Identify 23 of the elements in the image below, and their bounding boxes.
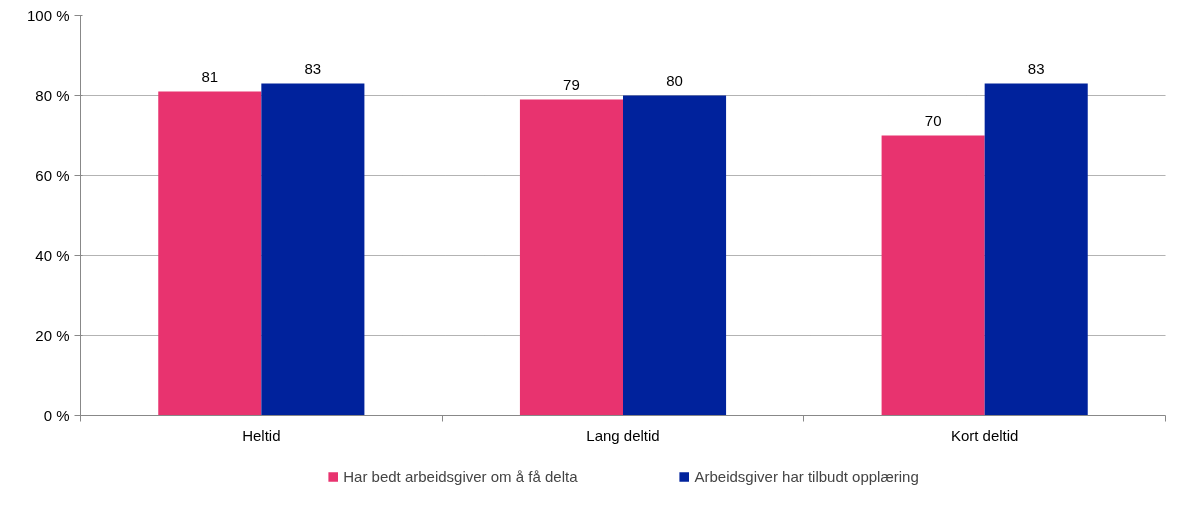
y-tick-label: 100 % — [26, 7, 70, 24]
data-label: 80 — [666, 71, 683, 89]
legend-label: Har bedt arbeidsgiver om å få delta — [343, 467, 578, 485]
bar — [158, 91, 262, 416]
y-tick-label: 0 % — [43, 407, 70, 424]
bar — [519, 99, 623, 416]
x-tick-label: Heltid — [242, 426, 281, 444]
y-tick-label: 60 % — [35, 167, 70, 184]
data-label: 83 — [1027, 59, 1045, 77]
bar — [881, 135, 985, 416]
bar — [261, 83, 365, 416]
legend-label: Arbeidsgiver har tilbudt opplæring — [694, 467, 919, 485]
data-label: 70 — [924, 111, 942, 129]
x-tick-label: Kort deltid — [950, 426, 1019, 444]
data-label: 79 — [563, 75, 580, 93]
y-tick-label: 20 % — [35, 327, 70, 344]
bar — [623, 95, 727, 416]
bar — [984, 83, 1088, 416]
y-tick-label: 80 % — [35, 87, 70, 104]
x-tick-label: Lang deltid — [586, 426, 660, 444]
y-tick-label: 40 % — [35, 247, 70, 264]
data-label: 83 — [304, 59, 322, 77]
data-label: 81 — [201, 67, 219, 85]
